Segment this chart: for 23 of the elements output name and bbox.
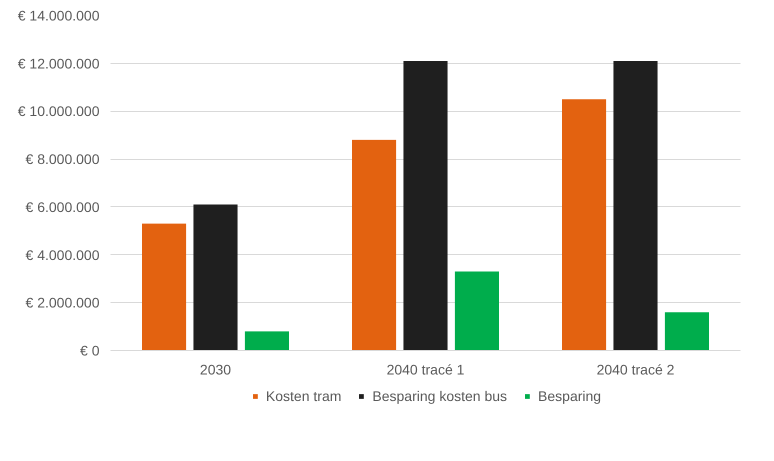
legend-label: Kosten tram: [266, 388, 342, 404]
bar: [454, 272, 499, 350]
y-tick-label: € 10.000.000: [18, 103, 100, 120]
bar: [613, 60, 658, 350]
bar: [352, 140, 396, 350]
bar: [403, 60, 448, 350]
y-tick-label: € 2.000.000: [26, 294, 100, 311]
legend-label: Besparing: [538, 388, 602, 404]
bar: [193, 204, 238, 350]
x-tick-label: 2040 tracé 1: [386, 362, 465, 378]
y-tick-label: € 8.000.000: [26, 151, 100, 168]
y-tick-label: € 14.000.000: [18, 8, 100, 24]
bar: [664, 312, 709, 350]
y-tick-label: € 0: [80, 342, 100, 358]
x-tick-label: 2030: [200, 362, 232, 378]
legend-label: Besparing kosten bus: [372, 388, 508, 404]
y-tick-label: € 12.000.000: [18, 55, 100, 72]
bar: [562, 99, 606, 350]
y-tick-label: € 6.000.000: [26, 198, 100, 215]
x-tick-label: 2040 tracé 2: [596, 362, 675, 378]
bar: [244, 331, 289, 350]
y-tick-label: € 4.000.000: [26, 246, 100, 263]
bar: [142, 224, 186, 350]
